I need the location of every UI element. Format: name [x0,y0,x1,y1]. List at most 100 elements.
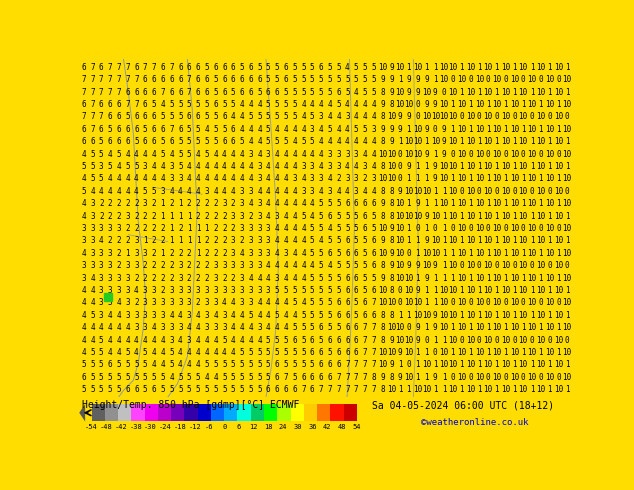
Text: 5: 5 [169,361,174,369]
Text: 2: 2 [160,224,165,233]
Text: 6: 6 [345,236,350,245]
Text: 5: 5 [240,63,244,72]
Text: 10: 10 [378,149,387,159]
Text: 10: 10 [492,323,501,332]
Text: 10: 10 [448,361,458,369]
Text: 6: 6 [134,125,139,134]
Text: 10: 10 [492,75,501,84]
Text: 1: 1 [521,174,526,183]
Text: 7: 7 [301,385,306,394]
Text: 1: 1 [477,361,482,369]
Text: 5: 5 [372,224,376,233]
Text: 3: 3 [231,261,235,270]
Text: 10: 10 [483,88,493,97]
Text: 1: 1 [565,361,569,369]
Text: 3: 3 [143,286,148,295]
Text: 6: 6 [249,88,253,97]
Text: 7: 7 [345,361,350,369]
Text: 7: 7 [363,323,367,332]
Text: 6: 6 [204,75,209,84]
Text: 3: 3 [249,286,253,295]
Text: 10: 10 [466,236,475,245]
Text: 10: 10 [483,236,493,245]
Text: 5: 5 [81,385,86,394]
Text: 1: 1 [433,63,437,72]
Text: 1: 1 [406,125,411,134]
Text: 1: 1 [556,273,560,283]
Text: 4: 4 [275,323,280,332]
Text: 4: 4 [117,187,121,196]
Text: 10: 10 [545,298,554,307]
Text: 7: 7 [354,361,358,369]
Text: 4: 4 [169,373,174,382]
Text: 7: 7 [90,112,94,122]
Text: 10: 10 [466,385,475,394]
Text: 9: 9 [424,212,429,220]
Text: 4: 4 [301,224,306,233]
Text: 10: 10 [519,187,528,196]
Text: 5: 5 [372,273,376,283]
Text: 3: 3 [204,187,209,196]
Text: 10: 10 [553,212,563,220]
Text: 5: 5 [301,361,306,369]
Text: 2: 2 [126,236,130,245]
Text: 5: 5 [240,361,244,369]
Text: 6: 6 [354,323,358,332]
Text: 1: 1 [556,125,560,134]
Text: 10: 10 [510,224,519,233]
Text: 5: 5 [90,361,94,369]
Text: 1: 1 [565,212,569,220]
Text: 3: 3 [257,162,262,171]
Text: 5: 5 [363,88,367,97]
Text: 4: 4 [222,348,226,357]
Text: 0: 0 [556,75,560,84]
Text: 10: 10 [519,286,528,295]
Text: 1: 1 [433,286,437,295]
Text: -24: -24 [159,424,172,430]
Text: 5: 5 [266,63,271,72]
Text: 3: 3 [108,224,112,233]
Text: 10: 10 [457,224,466,233]
Text: 1: 1 [512,286,517,295]
Text: 10: 10 [387,162,396,171]
Text: 2: 2 [134,212,139,220]
Bar [158,404,171,421]
Text: 6: 6 [336,311,341,320]
Text: 4: 4 [275,261,280,270]
Text: 10: 10 [439,63,449,72]
Text: 1: 1 [495,385,499,394]
Text: 0: 0 [556,149,560,159]
Text: 3: 3 [160,311,165,320]
Text: 1: 1 [495,137,499,146]
Text: 10: 10 [404,298,413,307]
Text: 10: 10 [483,261,493,270]
Text: 4: 4 [354,137,358,146]
Text: 4: 4 [213,149,218,159]
Text: 10: 10 [510,298,519,307]
Text: 3: 3 [292,174,297,183]
Text: 4: 4 [231,162,235,171]
Text: 7: 7 [81,88,86,97]
Text: 1: 1 [196,249,200,258]
Text: 2: 2 [152,224,157,233]
Text: 1: 1 [442,385,446,394]
Text: 10: 10 [492,249,501,258]
Text: 5: 5 [196,373,200,382]
Text: 4: 4 [275,125,280,134]
Text: 6: 6 [319,361,323,369]
Text: 5: 5 [126,112,130,122]
Text: 10: 10 [404,336,413,344]
Text: 5: 5 [283,100,288,109]
Text: 5: 5 [319,249,323,258]
Text: 4: 4 [301,236,306,245]
Text: 10: 10 [553,88,563,97]
Text: 10: 10 [378,298,387,307]
Text: 1: 1 [565,162,569,171]
Text: 5: 5 [372,75,376,84]
Text: 9: 9 [433,261,437,270]
Text: 2: 2 [196,273,200,283]
Text: 1: 1 [406,385,411,394]
Text: 10: 10 [553,162,563,171]
Text: 4: 4 [134,336,139,344]
Text: 1: 1 [424,286,429,295]
